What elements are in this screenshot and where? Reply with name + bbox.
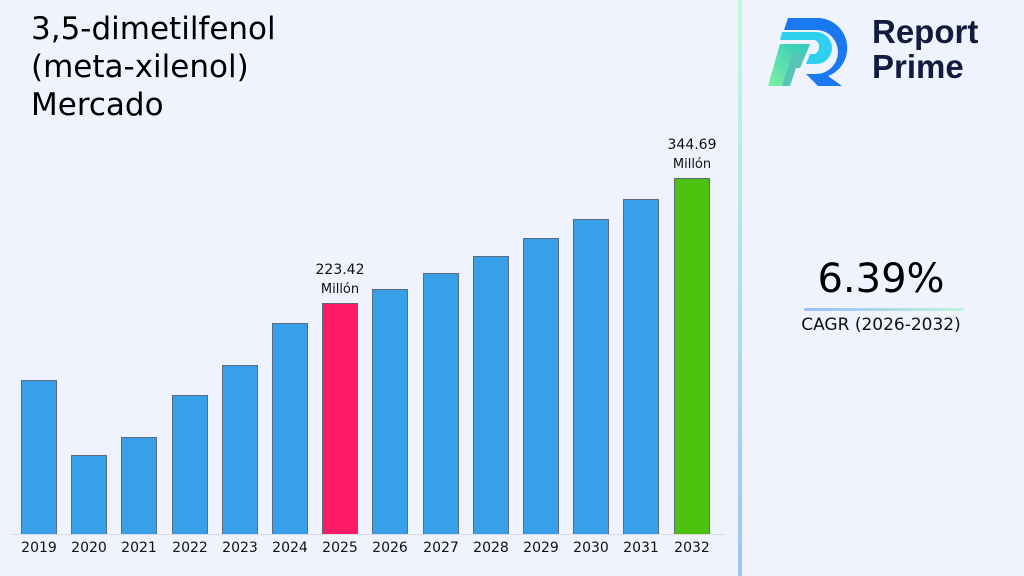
bar-2026 xyxy=(372,289,408,534)
report-prime-logo: Report Prime xyxy=(766,14,1006,89)
bar-2020 xyxy=(71,455,107,534)
x-tick-label: 2032 xyxy=(674,540,710,556)
logo-word-prime: Prime xyxy=(872,48,964,85)
x-tick-label: 2019 xyxy=(21,540,57,556)
bar-chart: 2019 2020 2021 2022 2023 2024 2025 223.42 Millón… xyxy=(12,136,732,556)
cagr-label: CAGR (2026-2032) xyxy=(801,315,961,335)
title-line-1: 3,5-dimetilfenol xyxy=(31,11,276,47)
x-tick-label: 2029 xyxy=(523,540,559,556)
bar-2021 xyxy=(121,437,157,534)
data-label-2032: 344.69 Millón xyxy=(652,136,732,174)
x-tick-label: 2026 xyxy=(372,540,408,556)
bar-2030 xyxy=(573,219,609,534)
bar-2023 xyxy=(222,365,258,534)
bar-2019 xyxy=(21,380,57,534)
bar-2032 xyxy=(674,178,710,534)
cagr-underline xyxy=(804,308,964,311)
data-label-value: 223.42 xyxy=(315,262,365,278)
data-label-2025: 223.42 Millón xyxy=(300,261,380,299)
bar-2028 xyxy=(473,256,509,534)
x-tick-label: 2024 xyxy=(272,540,308,556)
x-tick-label: 2027 xyxy=(423,540,459,556)
x-tick-label: 2025 xyxy=(322,540,358,556)
x-tick-label: 2023 xyxy=(222,540,258,556)
logo-wordmark: Report Prime xyxy=(872,14,978,84)
x-tick-label: 2031 xyxy=(623,540,659,556)
data-label-unit: Millón xyxy=(320,282,360,297)
bar-2031 xyxy=(623,199,659,534)
title-line-3: Mercado xyxy=(31,87,164,123)
cagr-value: 6.39% xyxy=(817,256,945,302)
bar-2024 xyxy=(272,323,308,534)
logo-word-report: Report xyxy=(872,13,979,50)
x-axis-baseline xyxy=(12,534,726,535)
report-prime-logo-icon xyxy=(768,18,848,86)
x-tick-label: 2021 xyxy=(121,540,157,556)
x-tick-label: 2022 xyxy=(172,540,208,556)
x-tick-label: 2028 xyxy=(473,540,509,556)
chart-title: 3,5-dimetilfenol (meta-xilenol) Mercado xyxy=(31,10,351,124)
bar-2029 xyxy=(523,238,559,534)
bar-2022 xyxy=(172,395,208,534)
x-tick-label: 2020 xyxy=(71,540,107,556)
bar-2025 xyxy=(322,303,358,534)
title-line-2: (meta-xilenol) xyxy=(31,49,249,85)
bar-2027 xyxy=(423,273,459,534)
data-label-unit: Millón xyxy=(672,157,712,172)
panel-divider xyxy=(738,0,742,576)
data-label-value: 344.69 xyxy=(667,137,717,153)
x-tick-label: 2030 xyxy=(573,540,609,556)
